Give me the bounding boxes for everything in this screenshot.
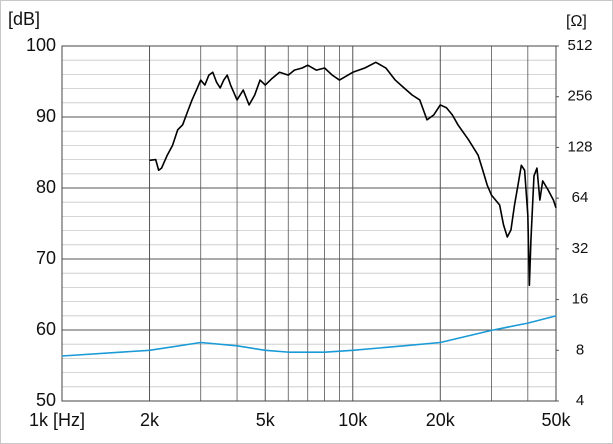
y2-tick-label: 4 bbox=[576, 392, 584, 409]
x-tick-label: 2k bbox=[140, 410, 160, 430]
plot-frame bbox=[61, 45, 557, 402]
y2-tick-label: 256 bbox=[567, 88, 592, 105]
y-tick-label: 80 bbox=[36, 177, 56, 197]
x-tick-label: 20k bbox=[426, 410, 456, 430]
x-tick-label: 10k bbox=[338, 410, 368, 430]
y2-tick-label: 8 bbox=[576, 341, 584, 358]
y-tick-label: 50 bbox=[36, 390, 56, 410]
y2-tick-label: 32 bbox=[572, 240, 589, 257]
y-unit-label: [dB] bbox=[8, 9, 40, 29]
y-tick-label: 60 bbox=[36, 319, 56, 339]
y-tick-label: 100 bbox=[26, 35, 56, 55]
y2-tick-label: 128 bbox=[567, 138, 592, 155]
series-line bbox=[149, 61, 557, 287]
y-tick-label: 70 bbox=[36, 248, 56, 268]
x-tick-label: 5k bbox=[256, 410, 276, 430]
y2-tick-label: 16 bbox=[572, 291, 589, 308]
y2-tick-label: 512 bbox=[567, 37, 592, 54]
y-tick-label: 90 bbox=[36, 106, 56, 126]
x-tick-label: 50k bbox=[541, 410, 571, 430]
y2-unit-label: [Ω] bbox=[566, 13, 587, 30]
series-line bbox=[61, 315, 557, 357]
y2-tick-label: 64 bbox=[572, 189, 589, 206]
x-tick-label: 1k [Hz] bbox=[29, 410, 85, 430]
